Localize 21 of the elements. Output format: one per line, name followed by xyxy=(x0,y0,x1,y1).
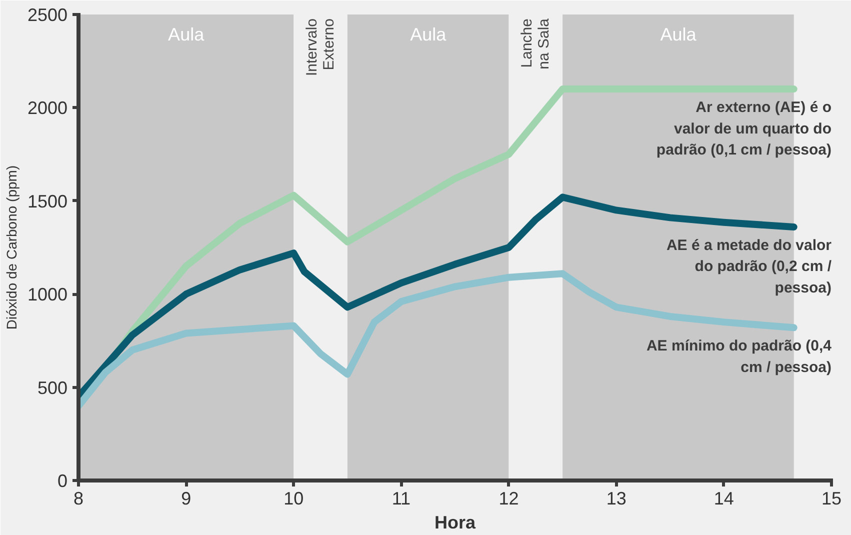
y-tick-label: 0 xyxy=(57,471,68,491)
x-tick-label: 15 xyxy=(821,488,842,508)
x-tick-label: 14 xyxy=(714,488,734,508)
y-tick-label: 500 xyxy=(37,378,68,398)
band-label: Intervalo Externo xyxy=(304,18,338,76)
y-axis-title: Dióxido de Carbono (ppm) xyxy=(3,165,20,330)
y-tick-label: 2500 xyxy=(27,5,68,25)
series-label: AE é a metade do valor do padrão (0,2 cm / pessoa) xyxy=(666,236,832,296)
x-tick-label: 9 xyxy=(181,488,192,508)
y-tick-label: 1500 xyxy=(27,191,68,212)
x-tick-label: 8 xyxy=(73,488,84,508)
series-label: AE mínimo do padrão (0,4 cm / pessoa) xyxy=(646,338,832,376)
band-label: Lanche na Sala xyxy=(518,18,553,70)
x-tick-label: 12 xyxy=(498,488,519,508)
y-tick-label: 1000 xyxy=(27,284,68,305)
x-axis-title: Hora xyxy=(434,512,476,532)
x-tick-label: 13 xyxy=(606,488,626,508)
x-tick-label: 10 xyxy=(284,488,304,508)
series-label: Ar externo (AE) é o valor de um quarto do padrão (0,1 cm / pessoa) xyxy=(656,99,832,159)
y-tick-label: 2000 xyxy=(27,98,68,118)
x-tick-label: 11 xyxy=(392,488,411,508)
